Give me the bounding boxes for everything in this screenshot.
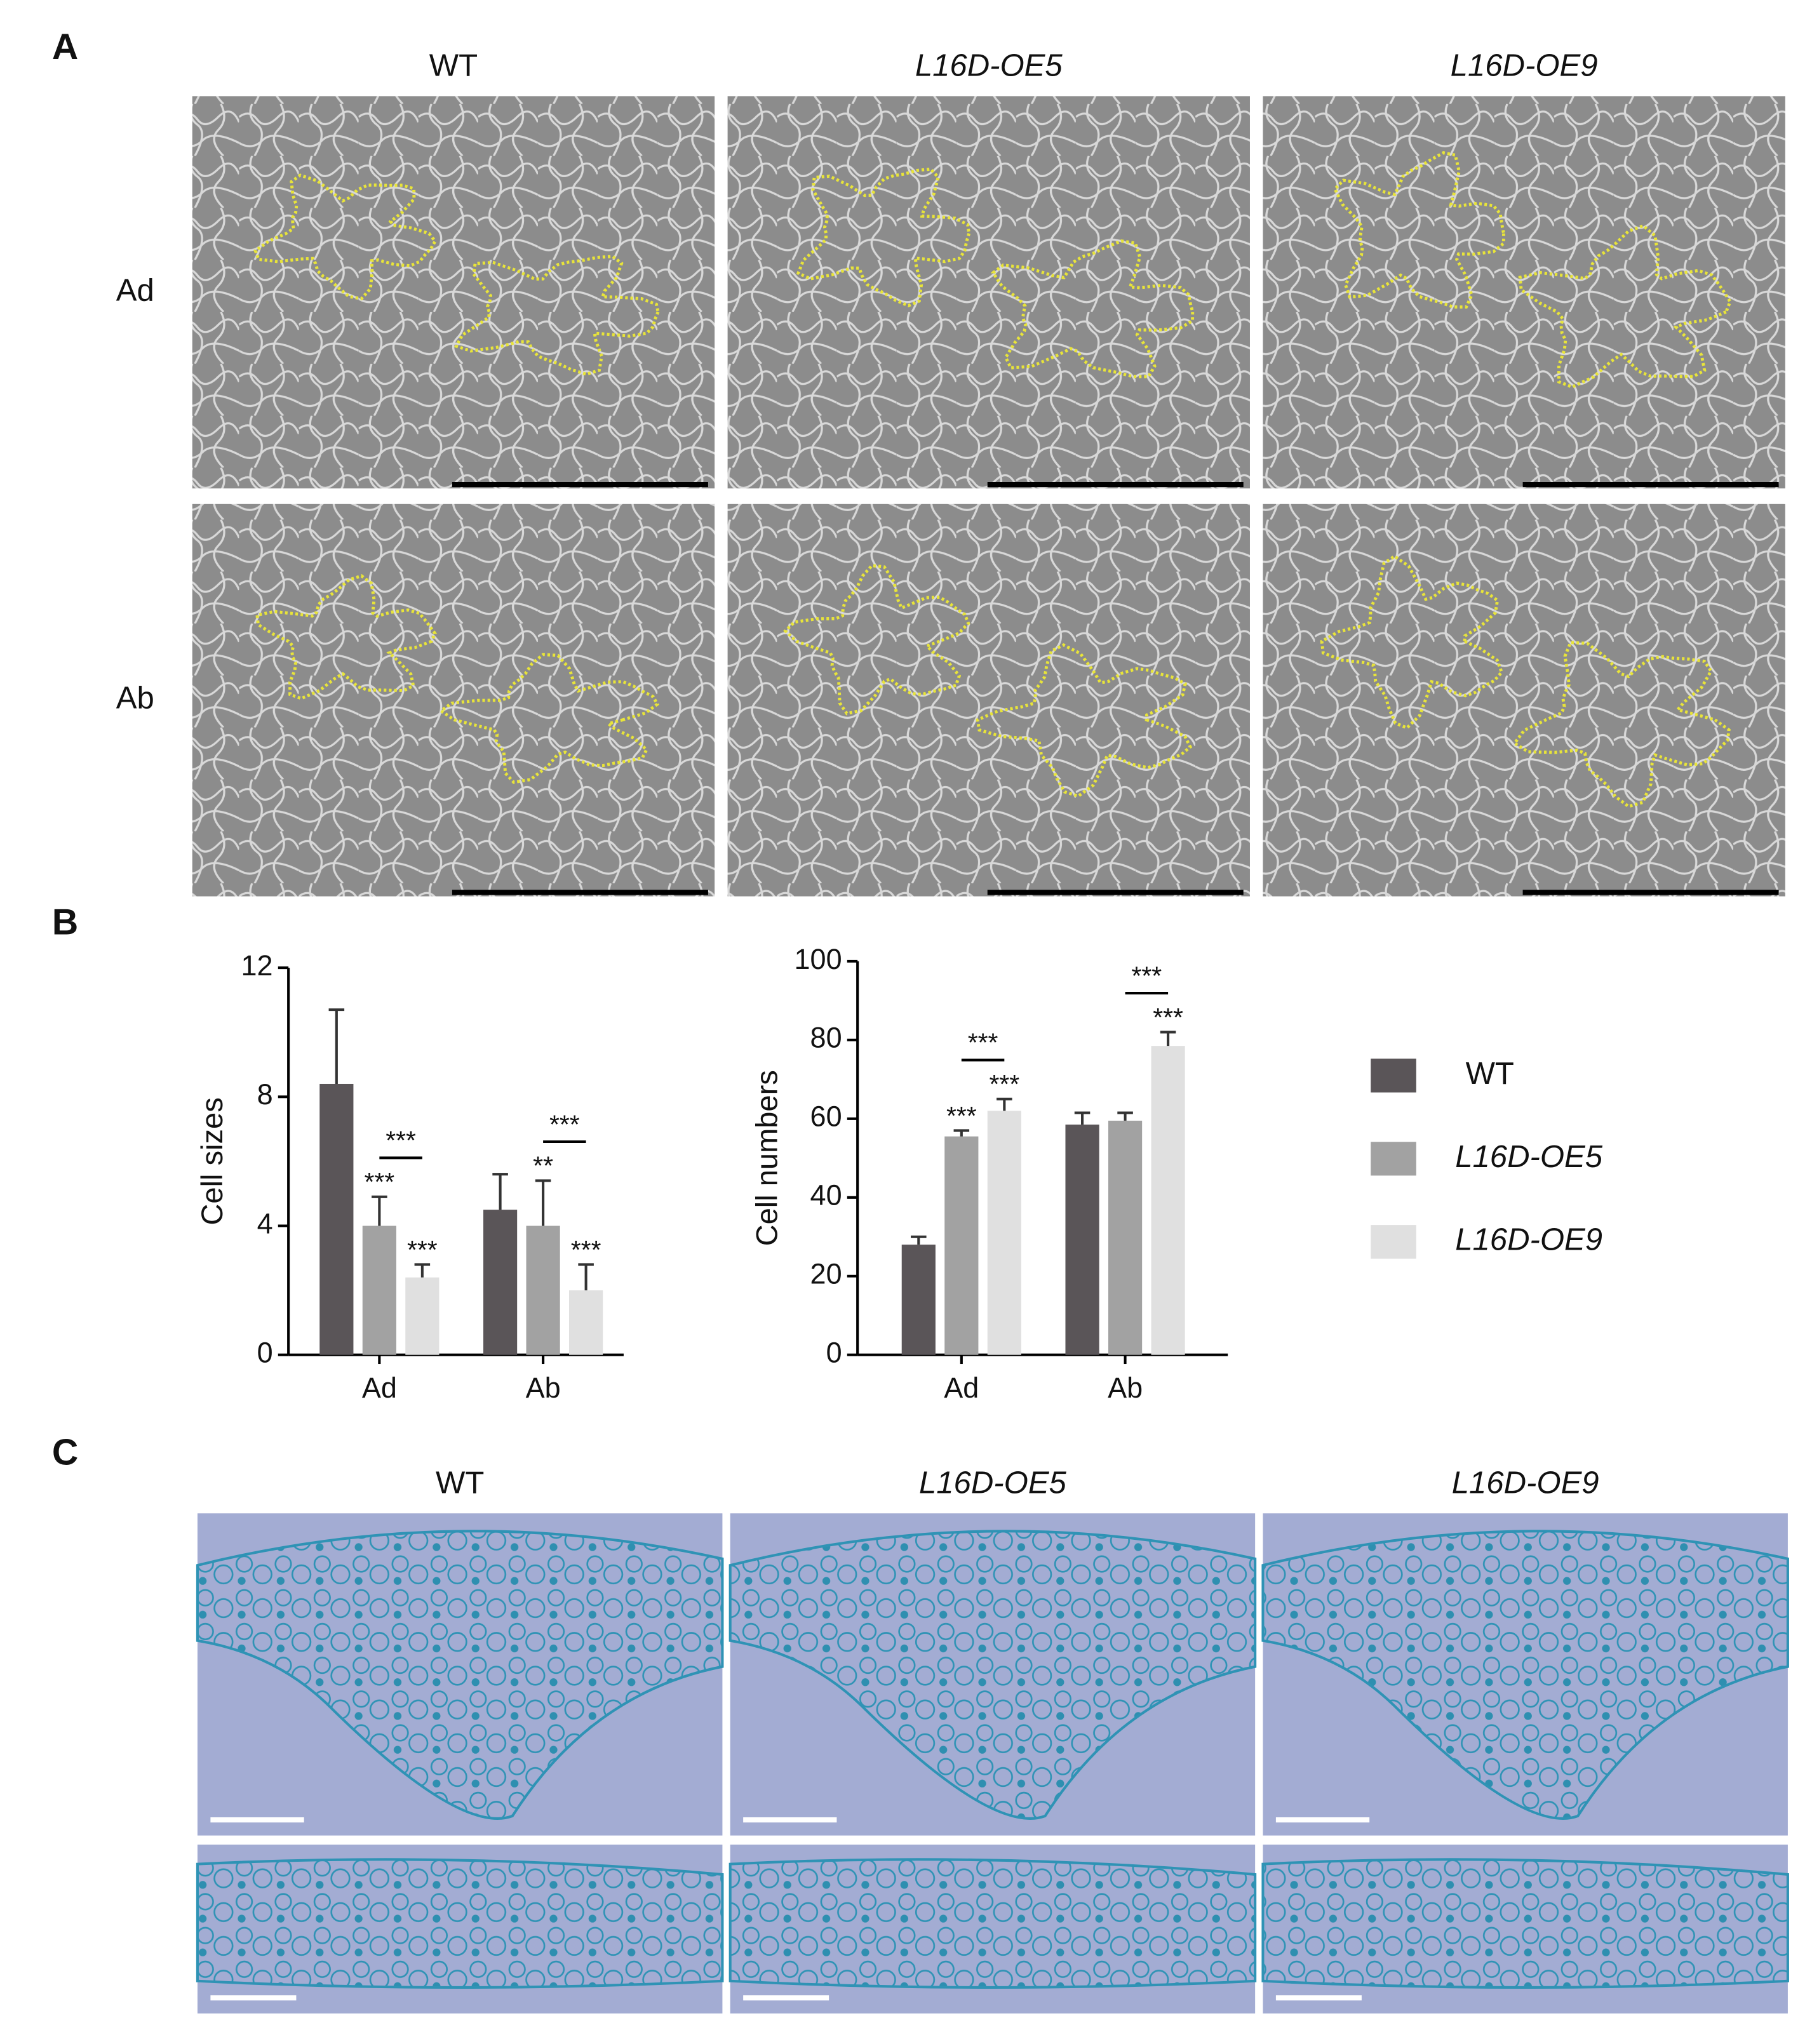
bar: [319, 1083, 354, 1355]
cell-outline: [1512, 641, 1731, 808]
error-bar: [997, 1097, 1012, 1111]
cell-outline: [1320, 554, 1504, 730]
column-header: L16D-OE9: [1451, 48, 1598, 83]
bar: [483, 1210, 518, 1355]
cell-outline: [1332, 151, 1505, 309]
legend-label: L16D-OE5: [1455, 1140, 1603, 1174]
y-tick-label: 60: [810, 1100, 842, 1133]
significance: ***: [407, 1235, 438, 1264]
legend-label: WT: [1466, 1057, 1514, 1091]
y-tick-label: 4: [257, 1207, 273, 1239]
column-header: L16D-OE5: [915, 48, 1063, 83]
significance: ***: [364, 1167, 394, 1196]
error-bar: [1074, 1111, 1091, 1125]
tissue-section: [196, 1530, 724, 1820]
bar: [1151, 1046, 1185, 1355]
cell-outline: [438, 653, 660, 784]
y-tick-label: 0: [826, 1337, 842, 1369]
micrograph: [1263, 504, 1785, 897]
error-bar: [535, 1179, 551, 1226]
bar: [405, 1277, 440, 1355]
y-tick-label: 8: [257, 1078, 273, 1111]
error-bar: [911, 1235, 927, 1245]
x-tick-label: Ab: [526, 1372, 561, 1404]
bar: [987, 1111, 1021, 1355]
error-bar: [1160, 1031, 1176, 1046]
bar: [1108, 1120, 1143, 1355]
micrograph: [192, 504, 715, 897]
panel-label: C: [52, 1432, 78, 1473]
bar: [526, 1226, 560, 1355]
tissue-section: [728, 1858, 1257, 1989]
cell-outline: [255, 574, 437, 700]
micrograph: [727, 504, 1250, 897]
y-tick-label: 40: [810, 1179, 842, 1212]
tissue-section: [1261, 1858, 1789, 1989]
row-label: Ad: [116, 273, 154, 307]
x-tick-label: Ad: [362, 1372, 397, 1404]
column-header: L16D-OE9: [1452, 1466, 1599, 1500]
bracket-label: ***: [968, 1028, 998, 1057]
bracket-label: ***: [386, 1126, 416, 1155]
significance: **: [533, 1151, 553, 1180]
legend-swatch: [1371, 1142, 1416, 1176]
panel-label: A: [52, 27, 78, 67]
y-tick-label: 80: [810, 1022, 842, 1054]
error-bar: [492, 1173, 508, 1210]
cell-outline: [1518, 224, 1732, 389]
column-header: WT: [436, 1466, 484, 1500]
significance: ***: [946, 1101, 977, 1130]
error-bar: [578, 1263, 594, 1291]
y-axis-label: Cell numbers: [749, 1070, 783, 1246]
cell-outline: [253, 173, 438, 300]
significance: ***: [571, 1235, 601, 1264]
micrograph: [727, 96, 1250, 489]
legend-swatch: [1371, 1059, 1416, 1093]
legend-swatch: [1371, 1225, 1416, 1259]
bar: [944, 1136, 979, 1355]
micrograph: [192, 96, 715, 489]
legend-label: L16D-OE9: [1455, 1223, 1602, 1257]
y-tick-label: 100: [795, 943, 842, 975]
y-tick-label: 0: [257, 1337, 273, 1369]
significance: ***: [1153, 1003, 1183, 1032]
error-bar: [372, 1195, 387, 1226]
y-axis-label: Cell sizes: [195, 1097, 229, 1225]
y-tick-label: 12: [241, 949, 273, 982]
error-bar: [328, 1008, 345, 1084]
tissue-section: [1261, 1530, 1789, 1820]
bar: [1065, 1125, 1099, 1355]
y-tick-label: 20: [810, 1258, 842, 1290]
bar: [362, 1226, 396, 1355]
column-header: L16D-OE5: [919, 1466, 1067, 1500]
error-bar: [414, 1263, 431, 1278]
cell-outline: [976, 643, 1193, 798]
significance: ***: [989, 1069, 1019, 1099]
column-header: WT: [429, 48, 478, 83]
bar: [569, 1290, 603, 1355]
row-label: Ab: [116, 681, 154, 716]
bracket-label: ***: [549, 1109, 580, 1139]
bar: [901, 1245, 936, 1355]
x-tick-label: Ab: [1108, 1372, 1143, 1404]
tissue-section: [196, 1858, 724, 1989]
cell-outline: [783, 564, 970, 716]
tissue-section: [728, 1530, 1257, 1820]
bracket-label: ***: [1131, 961, 1162, 990]
x-tick-label: Ad: [944, 1372, 979, 1404]
error-bar: [953, 1129, 970, 1137]
cell-outline: [796, 167, 971, 308]
panel-label: B: [52, 902, 78, 943]
error-bar: [1117, 1111, 1133, 1121]
